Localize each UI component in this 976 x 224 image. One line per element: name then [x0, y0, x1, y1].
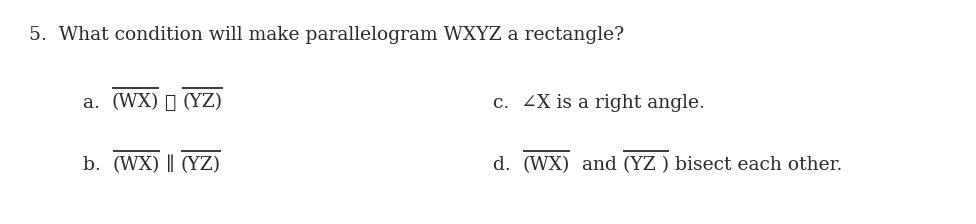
Text: 5.  What condition will make parallelogram WXYZ a rectangle?: 5. What condition will make parallelogra… — [29, 26, 625, 44]
Text: (YZ): (YZ) — [183, 94, 223, 112]
Text: ∥: ∥ — [160, 156, 181, 174]
Text: (YZ ): (YZ ) — [623, 156, 669, 174]
Text: bisect each other.: bisect each other. — [669, 156, 842, 174]
Text: (YZ): (YZ) — [181, 156, 221, 174]
Text: b.: b. — [83, 156, 113, 174]
Text: a.: a. — [83, 94, 112, 112]
Text: and: and — [570, 156, 623, 174]
Text: c.  ∠X is a right angle.: c. ∠X is a right angle. — [493, 94, 705, 112]
Text: ≅: ≅ — [159, 94, 183, 112]
Text: (WX): (WX) — [522, 156, 570, 174]
Text: (WX): (WX) — [112, 94, 159, 112]
Text: d.: d. — [493, 156, 522, 174]
Text: (WX): (WX) — [113, 156, 160, 174]
